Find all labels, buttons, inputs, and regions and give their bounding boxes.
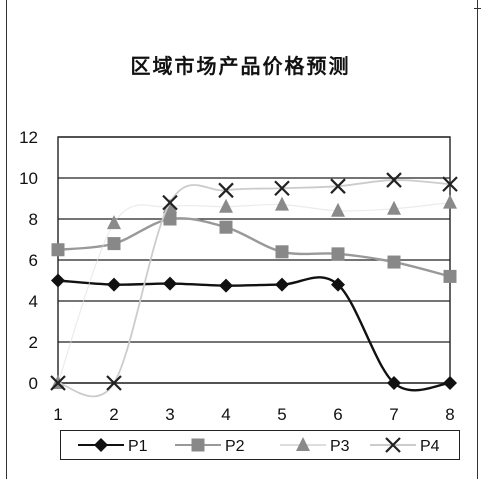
data-point-p4 — [50, 375, 66, 391]
x-tick-label: 4 — [221, 405, 230, 424]
data-point-p1 — [107, 277, 121, 292]
x-tick-label: 3 — [165, 405, 174, 424]
legend — [60, 430, 460, 460]
data-point-p3 — [443, 194, 457, 209]
data-point-p1 — [331, 277, 345, 292]
data-point-p2 — [51, 243, 65, 257]
legend-label-p4: P4 — [420, 438, 440, 455]
x-tick-label: 1 — [53, 405, 62, 424]
legend-marker-p4 — [385, 437, 401, 453]
data-point-p4 — [274, 180, 290, 197]
data-point-p2 — [163, 212, 177, 226]
legend-label-p3: P3 — [330, 438, 350, 455]
x-marker-stroke — [330, 178, 346, 194]
data-point-p1 — [275, 277, 289, 292]
data-point-p4 — [386, 172, 402, 188]
data-point-p1 — [219, 278, 233, 293]
data-point-p3 — [107, 215, 121, 230]
data-point-p1 — [387, 376, 401, 390]
data-point-p2 — [387, 255, 401, 269]
x-tick-label: 7 — [389, 405, 398, 424]
plot-area — [57, 136, 451, 384]
legend-label-p1: P1 — [128, 438, 148, 455]
x-marker-stroke — [50, 375, 66, 391]
y-tick-label: 0 — [29, 374, 38, 393]
x-tick-label: 5 — [277, 405, 286, 424]
legend-marker-p3 — [296, 437, 310, 451]
y-tick-label: 10 — [19, 169, 38, 188]
data-point-p3 — [331, 202, 345, 217]
data-point-p2 — [275, 245, 289, 259]
legend-marker-p2 — [191, 438, 205, 452]
data-point-p1 — [163, 276, 177, 291]
legend-label-p2: P2 — [225, 438, 245, 455]
x-marker-stroke — [442, 176, 458, 192]
data-point-p3 — [387, 200, 401, 215]
data-point-p2 — [443, 269, 457, 283]
series-line-p1 — [57, 276, 451, 392]
x-marker-stroke — [218, 182, 234, 199]
x-marker-stroke — [386, 172, 402, 188]
data-point-p4 — [218, 182, 234, 199]
chart-title: 区域市场产品价格预测 — [130, 54, 351, 78]
x-marker-stroke — [162, 194, 178, 211]
y-tick-label: 12 — [19, 128, 38, 147]
data-point-p1 — [51, 273, 65, 288]
chart-frame — [6, 0, 478, 479]
data-point-p2 — [107, 237, 121, 251]
x-tick-label: 8 — [445, 405, 454, 424]
y-tick-label: 4 — [29, 292, 38, 311]
frame-tick — [474, 8, 481, 9]
x-marker-stroke — [106, 375, 122, 391]
data-point-p4 — [442, 176, 458, 192]
x-tick-label: 6 — [333, 405, 342, 424]
data-point-p2 — [331, 247, 345, 261]
y-tick-label: 6 — [29, 251, 38, 270]
data-point-p2 — [219, 220, 233, 234]
data-point-p4 — [106, 375, 122, 391]
legend-marker-p1 — [94, 438, 108, 452]
x-marker-stroke — [274, 180, 290, 197]
series-line-p3 — [57, 202, 451, 384]
data-point-p1 — [443, 376, 457, 390]
data-point-p3 — [275, 196, 289, 211]
data-point-p4 — [162, 194, 178, 211]
x-marker-stroke — [385, 437, 401, 453]
y-tick-label: 2 — [29, 333, 38, 352]
data-point-p4 — [330, 178, 346, 194]
data-point-p3 — [219, 198, 233, 213]
y-tick-label: 8 — [29, 210, 38, 229]
x-tick-label: 2 — [109, 405, 118, 424]
